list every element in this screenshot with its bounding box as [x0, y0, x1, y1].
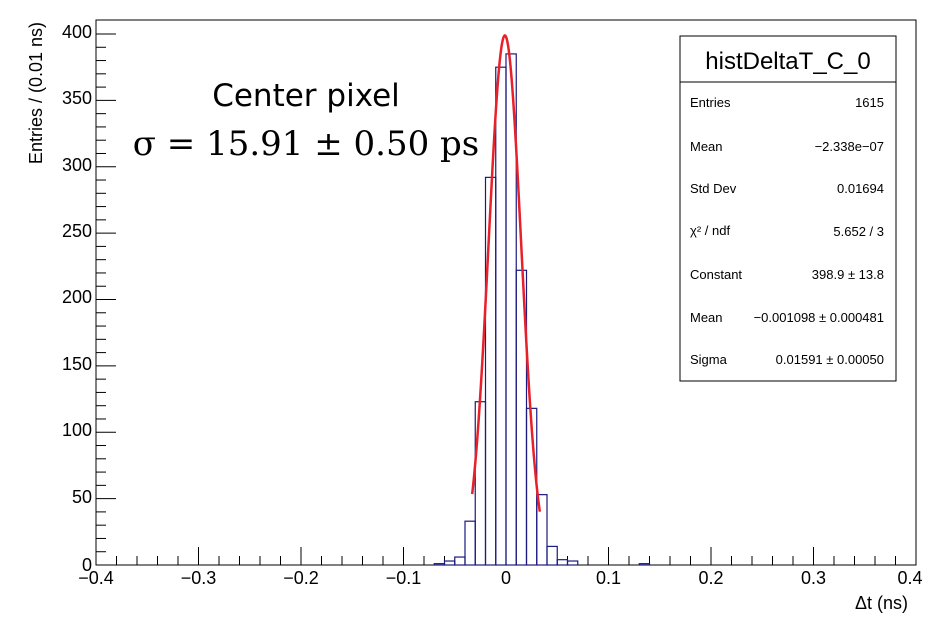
stats-row-value: 398.9 ± 13.8: [812, 267, 884, 282]
x-tick-label: 0.2: [698, 568, 723, 588]
y-tick-label: 250: [62, 221, 92, 241]
x-tick-label: −0.1: [386, 568, 422, 588]
histogram-bin: [443, 560, 456, 566]
histogram-bin: [638, 563, 651, 566]
x-tick-labels: −0.4 −0.3 −0.2 −0.1 0 0.1 0.2 0.3 0.4: [78, 568, 922, 588]
histogram-bin: [566, 560, 579, 566]
annotation-sigma: σ = 15.91 ± 0.50 ps: [133, 124, 479, 164]
y-tick-label: 50: [72, 487, 92, 507]
gaussian-fit-curve: [470, 34, 542, 512]
y-tick-label: 400: [62, 22, 92, 42]
stats-row-label: Std Dev: [690, 181, 737, 196]
y-tick-labels: 0 50 100 150 200 250 300 350 400: [62, 22, 92, 575]
x-tick-label: −0.4: [78, 568, 114, 588]
stats-row-value: −2.338e−07: [815, 139, 884, 154]
histogram-bin: [464, 520, 476, 566]
stats-row-label: Sigma: [690, 352, 728, 367]
histogram-bin: [495, 66, 507, 566]
y-tick-label: 100: [62, 420, 92, 440]
y-tick-label: 300: [62, 155, 92, 175]
x-tick-label: 0.3: [801, 568, 826, 588]
histogram-bin: [546, 545, 558, 566]
stats-box-frame: [679, 35, 897, 382]
histogram-bin: [454, 556, 466, 566]
histogram-bin: [474, 401, 487, 566]
stats-row-label: Mean: [690, 139, 723, 154]
stats-row-value: −0.001098 ± 0.000481: [754, 310, 884, 325]
y-tick-label: 150: [62, 354, 92, 374]
x-tick-label: −0.3: [181, 568, 217, 588]
histogram-bin: [484, 176, 497, 566]
x-tick-label: 0: [501, 568, 511, 588]
histogram-bin: [556, 559, 569, 566]
x-tick-label: 0.1: [596, 568, 621, 588]
x-tick-label: 0.4: [897, 568, 922, 588]
stats-row-value: 5.652 / 3: [833, 224, 884, 239]
annotation-label: Center pixel: [212, 78, 400, 114]
stats-row-value: 1615: [855, 95, 884, 110]
stats-row-value: 0.01591 ± 0.00050: [776, 352, 884, 367]
x-axis-title: Δt (ns): [855, 593, 908, 613]
stats-box-title: histDeltaT_C_0: [705, 48, 870, 75]
histogram-bin: [433, 563, 446, 566]
x-tick-label: −0.2: [283, 568, 319, 588]
stats-row-label: Constant: [690, 267, 742, 282]
y-tick-label: 350: [62, 88, 92, 108]
histogram-bin: [536, 494, 548, 566]
stats-row-value: 0.01694: [837, 181, 884, 196]
stats-box: histDeltaT_C_0 Entries 1615 Mean −2.338e…: [679, 35, 897, 382]
y-axis-title: Entries / (0.01 ns): [26, 22, 46, 164]
y-tick-label: 200: [62, 287, 92, 307]
stats-row-label: Mean: [690, 310, 723, 325]
y-tick-label: 0: [82, 555, 92, 575]
stats-row-label: χ² / ndf: [690, 223, 730, 238]
stats-row-label: Entries: [690, 95, 731, 110]
